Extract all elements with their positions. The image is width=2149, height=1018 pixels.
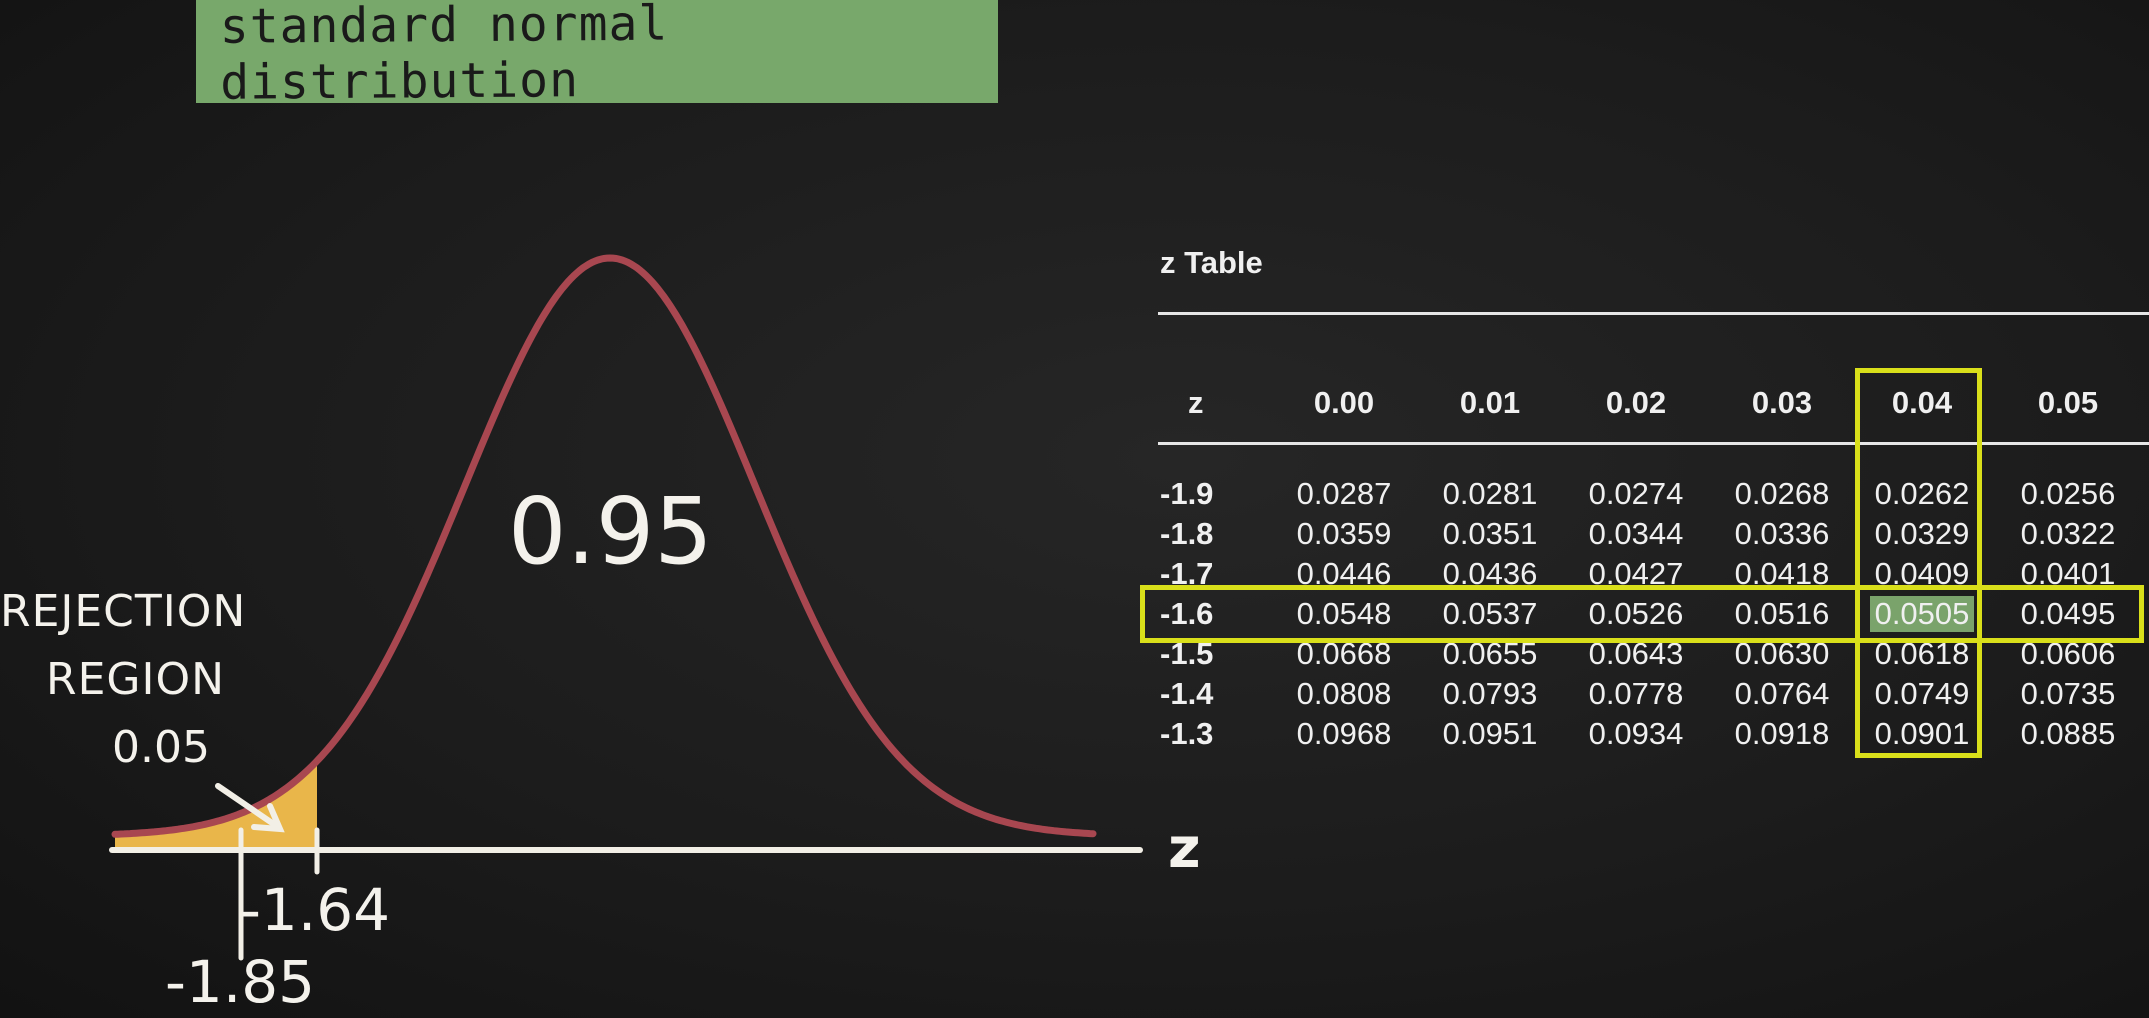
z-table-cell: 0.0793 — [1442, 676, 1538, 711]
z-table-row-label: -1.8 — [1160, 516, 1214, 551]
bell-curve — [111, 254, 1097, 838]
z-table-cell: 0.0336 — [1734, 516, 1830, 551]
z-table-cell: 0.0256 — [2020, 476, 2116, 511]
z-table-cell: 0.0516 — [1734, 596, 1830, 631]
z-table-cell: 0.0951 — [1442, 716, 1538, 751]
z-table-cell: 0.0344 — [1588, 516, 1684, 551]
z-table-cell: 0.0808 — [1296, 676, 1392, 711]
test-statistic-label: -1.85 — [165, 948, 316, 1016]
z-table-cell: 0.0918 — [1734, 716, 1830, 751]
z-table-column-header: 0.05 — [2037, 385, 2099, 420]
rejection-region-label-line2: REGION — [46, 654, 225, 705]
center-probability-label: 0.95 — [508, 478, 713, 585]
z-table-cell: 0.0749 — [1874, 676, 1970, 711]
z-table-column-header: 0.00 — [1313, 385, 1375, 420]
z-table-cell: 0.0359 — [1296, 516, 1392, 551]
z-table-cell: 0.0268 — [1734, 476, 1830, 511]
z-table-cell: 0.0281 — [1442, 476, 1538, 511]
z-table-column-header: 0.02 — [1605, 385, 1667, 420]
z-table-cell: 0.0778 — [1588, 676, 1684, 711]
z-table-cell: 0.0764 — [1734, 676, 1830, 711]
arrow-icon — [215, 783, 285, 833]
highlight-row-box — [1140, 585, 2144, 643]
title-banner: standard normal distribution — [196, 0, 998, 110]
z-table-cell: 0.0735 — [2020, 676, 2116, 711]
z-table-header-z: z — [1188, 385, 1204, 420]
rejection-region-value: 0.05 — [112, 722, 210, 773]
z-table-highlighted-cell: 0.0505 — [1870, 596, 1974, 632]
z-table-top-rule — [1158, 312, 2149, 315]
z-table-cell: 0.0274 — [1588, 476, 1684, 511]
z-table-row-label: -1.6 — [1160, 596, 1214, 631]
highlight-column-box — [1855, 368, 1982, 758]
rejection-region-label-line1: REJECTION — [0, 586, 247, 637]
z-table-row-label: -1.3 — [1160, 716, 1214, 751]
z-table-column-header: 0.04 — [1891, 385, 1953, 420]
z-table-cell: 0.0329 — [1874, 516, 1970, 551]
z-table-row-label: -1.4 — [1160, 676, 1214, 711]
z-table-column-header: 0.03 — [1751, 385, 1813, 420]
z-table-header-rule — [1158, 442, 2149, 445]
z-table-cell: 0.0968 — [1296, 716, 1392, 751]
z-table-cell: 0.0901 — [1874, 716, 1970, 751]
z-table-cell: 0.0262 — [1874, 476, 1970, 511]
z-table-column-header: 0.01 — [1459, 385, 1521, 420]
z-table-cell: 0.0934 — [1588, 716, 1684, 751]
critical-value-label: -1.64 — [240, 876, 391, 944]
z-table-cell: 0.0537 — [1442, 596, 1538, 631]
z-table-cell: 0.0351 — [1442, 516, 1538, 551]
z-axis-label: z — [1168, 816, 1201, 881]
z-table-cell: 0.0287 — [1296, 476, 1392, 511]
z-table-row-label: -1.9 — [1160, 476, 1214, 511]
z-table-title: z Table — [1160, 245, 1263, 280]
z-table-cell: 0.0322 — [2020, 516, 2116, 551]
z-table-cell: 0.0526 — [1588, 596, 1684, 631]
z-table-cell: 0.0495 — [2020, 596, 2116, 631]
z-table-cell: 0.0885 — [2020, 716, 2116, 751]
rejection-region-area — [115, 761, 317, 850]
z-table-cell: 0.0548 — [1296, 596, 1392, 631]
